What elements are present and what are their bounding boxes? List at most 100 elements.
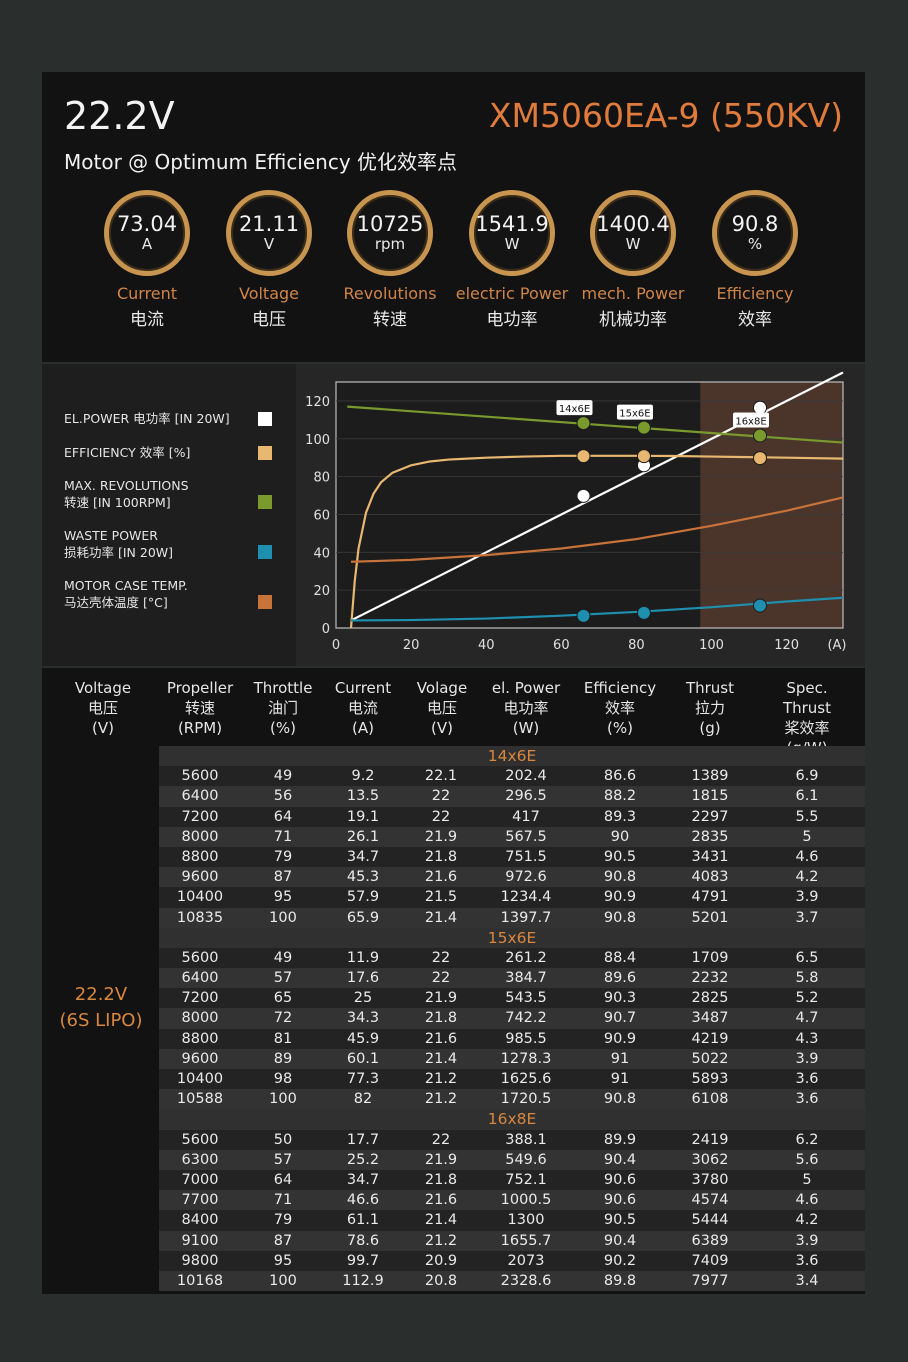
table-cell: 22 <box>431 808 451 825</box>
table-cell: 20.8 <box>424 1272 458 1289</box>
table-cell: 88.2 <box>603 788 637 805</box>
marker-label: 14x6E <box>559 404 590 415</box>
table-cell: 7977 <box>691 1272 729 1289</box>
gauge-label-cn: 电功率 <box>486 310 538 330</box>
column-header-line: (%) <box>270 719 296 737</box>
gauge-ring: 1541.9 W <box>469 190 555 276</box>
table-cell: 17.6 <box>346 970 380 987</box>
table-cell: 742.2 <box>505 1010 547 1027</box>
column-header: Voltage 电压 (V) <box>58 678 148 738</box>
marker-point <box>636 449 651 464</box>
table-cell: 89.8 <box>603 1272 637 1289</box>
marker-point <box>636 420 651 435</box>
table-cell: 4.2 <box>795 1212 819 1229</box>
table-cell: 5 <box>802 828 812 845</box>
table-cell: 21.4 <box>424 1050 458 1067</box>
legend-label: EL.POWER 电功率 [IN 20W] <box>64 411 230 426</box>
voltage-label-battery: (6S LIPO) <box>59 1010 143 1031</box>
table-cell: 4.6 <box>795 1192 819 1209</box>
table-row: 8800 79 34.7 21.8 751.5 90.5 3431 4.6 <box>159 846 865 868</box>
table-cell: 100 <box>269 909 297 926</box>
gauge-ring: 73.04 A <box>104 190 190 276</box>
table-cell: 22 <box>431 788 451 805</box>
table-row: 9800 95 99.7 20.9 2073 90.2 7409 3.6 <box>159 1250 865 1271</box>
legend-item-case-temp: MOTOR CASE TEMP. 马达壳体温度 [°C] <box>64 577 188 611</box>
table-cell: 3780 <box>691 1171 729 1188</box>
table-cell: 34.3 <box>346 1010 380 1027</box>
table-cell: 6.1 <box>795 788 819 805</box>
table-cell: 22 <box>431 1131 451 1148</box>
plot-background: 0 20 40 60 80 100 120 0 20 40 60 80 100 120 (A) 14x6E 15… <box>296 364 865 666</box>
table-row: 9100 87 78.6 21.2 1655.7 90.4 6389 3.9 <box>159 1230 865 1251</box>
legend-label: MAX. REVOLUTIONS <box>64 478 189 493</box>
x-tick-label: 120 <box>774 638 799 653</box>
marker-point <box>636 605 651 620</box>
table-row: 6400 57 17.6 22 384.7 89.6 2232 5.8 <box>159 968 865 989</box>
gauge-unit: rpm <box>374 235 406 253</box>
marker-label: 15x6E <box>619 409 650 420</box>
header-panel: 22.2V XM5060EA-9 (550KV) Motor @ Optimum… <box>42 72 865 362</box>
table-cell: 10168 <box>176 1272 224 1289</box>
table-cell: 6300 <box>181 1151 219 1168</box>
table-cell: 2835 <box>691 828 729 845</box>
table-cell: 4.2 <box>795 869 819 886</box>
table-cell: 1720.5 <box>500 1091 552 1108</box>
table-cell: 90.6 <box>603 1192 637 1209</box>
performance-chart: 0 20 40 60 80 100 120 0 20 40 60 80 100 120 (A) 14x6E 15… <box>305 371 847 653</box>
table-cell: 20.9 <box>424 1252 458 1269</box>
table-cell: 21.4 <box>424 909 458 926</box>
table-cell: 5600 <box>181 949 219 966</box>
gauge-value: 73.04 <box>116 212 178 236</box>
table-cell: 21.8 <box>424 1010 458 1027</box>
table-cell: 100 <box>269 1091 297 1108</box>
legend-item-revolutions: MAX. REVOLUTIONS 转速 [IN 100RPM] <box>64 477 189 511</box>
table-cell: 13.5 <box>346 788 380 805</box>
table-cell: 90.8 <box>603 1091 637 1108</box>
table-cell: 26.1 <box>346 828 380 845</box>
table-cell: 64 <box>273 1171 293 1188</box>
x-tick-label: 100 <box>699 638 724 653</box>
gauge-current: 73.04 A Current 电流 <box>87 190 207 330</box>
model-title: XM5060EA-9 (550KV) <box>488 96 843 135</box>
table-cell: 4.3 <box>795 1030 819 1047</box>
table-cell: 89.6 <box>603 970 637 987</box>
table-cell: 384.7 <box>505 970 547 987</box>
table-cell: 77.3 <box>346 1071 380 1087</box>
table-cell: 7000 <box>181 1171 219 1188</box>
table-cell: 8800 <box>181 1030 219 1047</box>
legend-label-2: 转速 [IN 100RPM] <box>64 495 171 510</box>
table-cell: 2419 <box>691 1131 729 1148</box>
series-case-temp <box>350 496 844 563</box>
gauge-unit: A <box>141 235 153 253</box>
table-cell: 261.2 <box>505 949 547 966</box>
table-cell: 5.6 <box>795 1151 819 1168</box>
gauge-label-en: Efficiency <box>716 284 794 303</box>
table-cell: 8800 <box>181 848 219 865</box>
table-cell: 5444 <box>691 1212 729 1229</box>
gauge-ring: 10725 rpm <box>347 190 433 276</box>
gauge-mech-power: 1400.4 W mech. Power 机械功率 <box>573 190 693 330</box>
table-row: 6400 56 13.5 22 296.5 88.2 1815 6.1 <box>159 786 865 807</box>
table-cell: 11.9 <box>346 949 380 966</box>
voltage-label-value: 22.2V <box>74 984 128 1005</box>
column-header-line: (RPM) <box>177 719 223 737</box>
table-cell: 65 <box>273 990 293 1007</box>
table-cell: 90 <box>610 828 630 845</box>
legend-swatch-case-temp <box>258 595 272 609</box>
gauge-value: 10725 <box>356 212 424 236</box>
marker-point <box>753 451 768 466</box>
table-cell: 3.9 <box>795 1050 819 1067</box>
table-cell: 5022 <box>691 1050 729 1067</box>
column-header-line: Propeller <box>166 679 234 697</box>
table-cell: 985.5 <box>505 1030 547 1047</box>
table-cell: 3.9 <box>795 889 819 906</box>
marker-label: 16x8E <box>735 417 766 428</box>
table-cell: 45.3 <box>346 869 380 886</box>
legend-label: MOTOR CASE TEMP. <box>64 578 188 593</box>
table-cell: 9800 <box>181 1252 219 1269</box>
gauge-value: 90.8 <box>731 212 779 236</box>
table-row: 10588 100 82 21.2 1720.5 90.8 6108 3.6 <box>159 1089 865 1110</box>
legend-item-waste-power: WASTE POWER 损耗功率 [IN 20W] <box>64 527 173 561</box>
table-cell: 21.2 <box>424 1232 458 1249</box>
